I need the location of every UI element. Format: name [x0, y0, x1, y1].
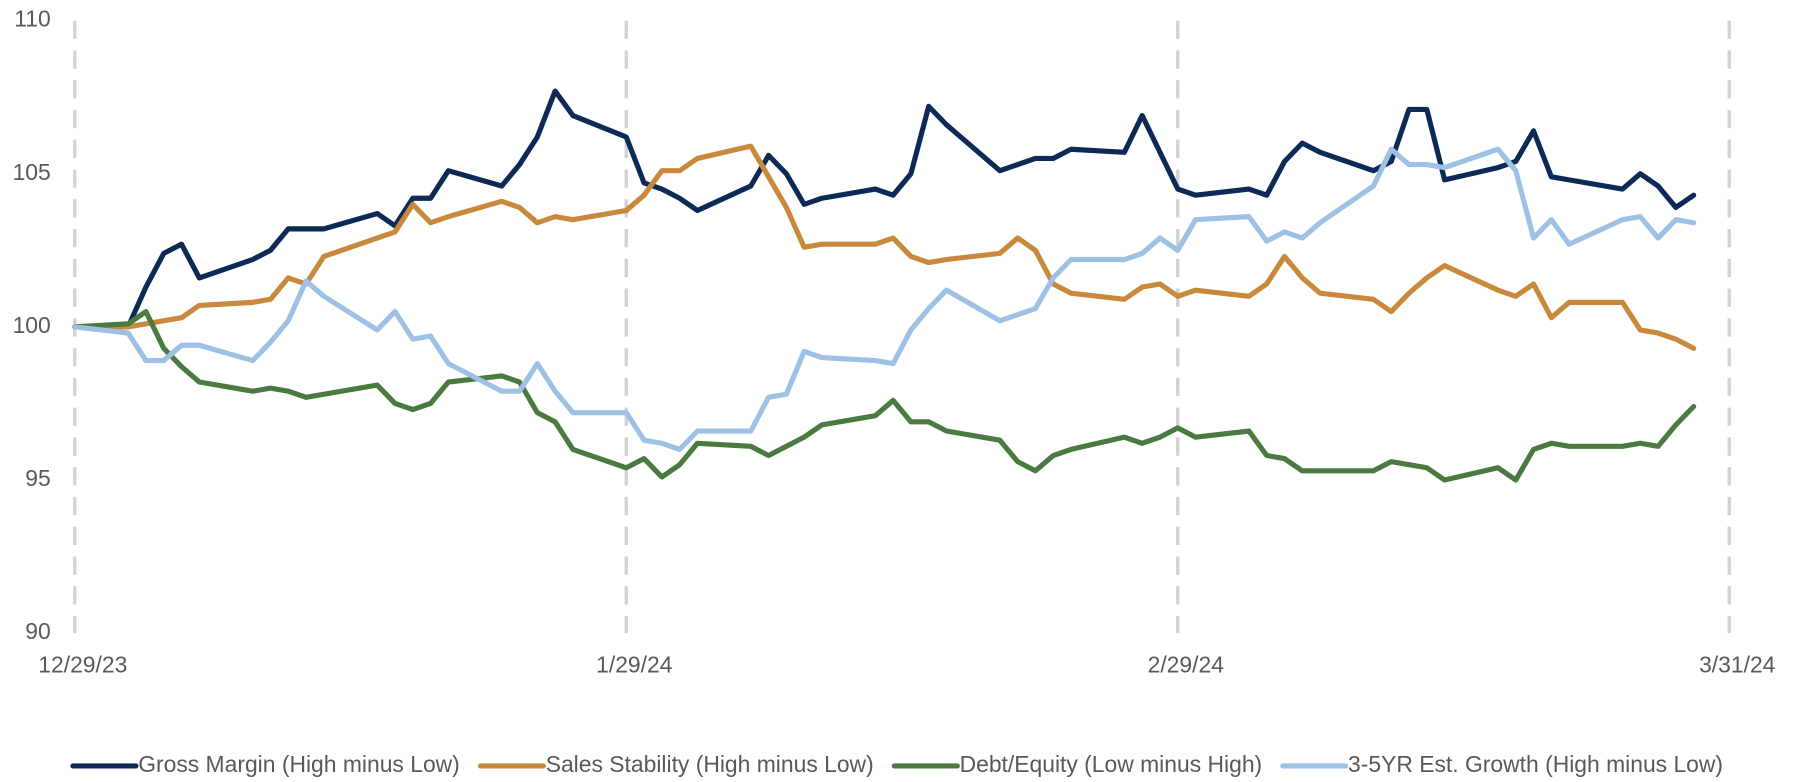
legend-label: Sales Stability (High minus Low): [546, 751, 874, 777]
series-line: [72, 88, 1697, 330]
x-tick-label: 3/31/24: [1699, 651, 1776, 677]
series-line: [72, 143, 1697, 351]
legend-label: 3-5YR Est. Growth (High minus Low): [1348, 751, 1723, 777]
series-line: [72, 146, 1697, 452]
x-tick-label: 2/29/24: [1148, 651, 1225, 677]
y-tick-label: 100: [13, 312, 51, 338]
y-tick-label: 110: [14, 6, 50, 32]
y-tick-label: 90: [25, 618, 50, 644]
legend-label: Debt/Equity (Low minus High): [960, 751, 1263, 777]
y-tick-label: 95: [25, 465, 50, 491]
legend-label: Gross Margin (High minus Low): [138, 751, 460, 777]
x-tick-label: 12/29/23: [38, 651, 127, 677]
series-line: [72, 308, 1697, 483]
y-tick-label: 105: [13, 159, 51, 185]
legend: Gross Margin (High minus Low) Sales Stabi…: [70, 751, 1723, 777]
x-tick-label: 1/29/24: [596, 651, 673, 677]
